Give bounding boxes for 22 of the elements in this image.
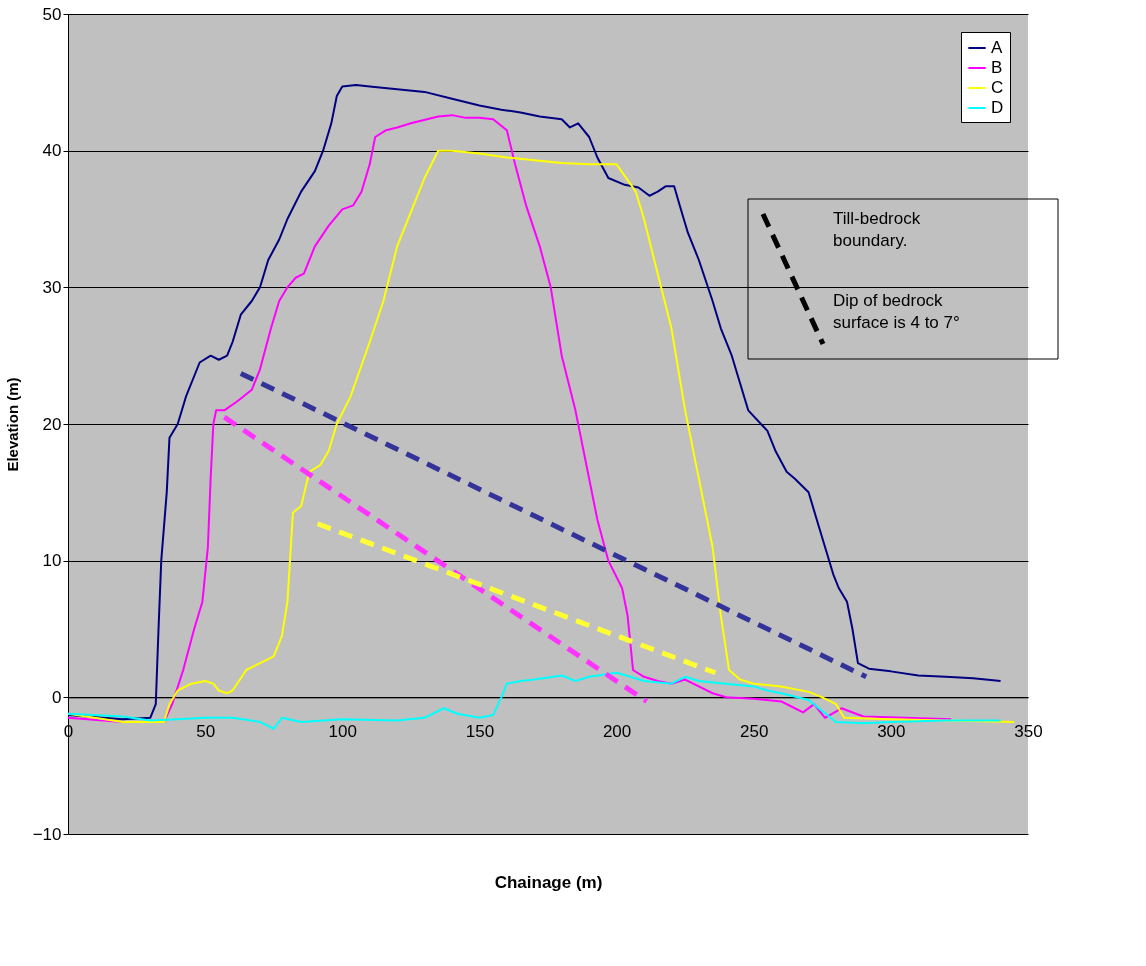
x-axis-title: Chainage (m) (494, 872, 603, 892)
legend-label: A (991, 38, 1003, 57)
y-tick-label: −10 (32, 824, 62, 844)
x-tick-label: 150 (465, 721, 495, 741)
x-tick-label: 250 (740, 721, 769, 741)
annotation: Dip of bedrock surface is 4 to 7° (833, 291, 960, 332)
y-tick-label: 40 (42, 141, 62, 161)
x-tick-label: 50 (196, 721, 216, 741)
x-tick-label: 200 (602, 721, 632, 741)
y-tick-label: 50 (42, 4, 62, 24)
x-tick-label: 100 (328, 721, 357, 741)
legend-label: D (991, 98, 1004, 117)
y-axis-title: Elevation (m) (3, 377, 21, 472)
annotation: Till-bedrock boundary. (833, 209, 921, 250)
x-tick-label: 300 (877, 721, 906, 741)
y-tick-label: 30 (42, 277, 62, 297)
legend-label: C (991, 78, 1004, 97)
x-tick-label: 350 (1014, 721, 1043, 741)
legend-label: B (991, 58, 1003, 77)
y-tick-label: 10 (42, 551, 62, 571)
y-tick-label: 0 (52, 687, 62, 707)
y-tick-label: 20 (42, 414, 62, 434)
